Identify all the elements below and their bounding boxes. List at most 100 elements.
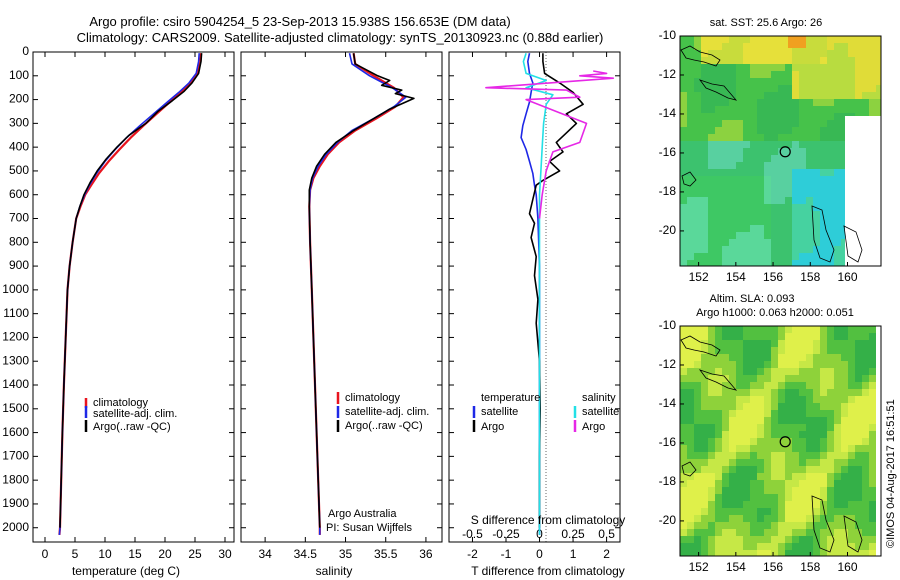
- map-cell: [862, 487, 870, 495]
- map-cell: [722, 113, 730, 121]
- map-cell: [827, 232, 835, 240]
- reef-outline: [843, 515, 863, 553]
- map-cell: [701, 480, 709, 488]
- map-cell: [841, 494, 849, 502]
- map-cell: [827, 246, 835, 254]
- map-cell: [855, 368, 863, 376]
- map-cell: [869, 354, 877, 362]
- map-cell: [708, 57, 716, 65]
- map-cell: [869, 106, 877, 114]
- map-cell: [834, 452, 842, 460]
- map-cell: [729, 36, 737, 44]
- map-cell: [743, 515, 751, 523]
- map-cell: [694, 85, 702, 93]
- map-cell: [715, 543, 723, 551]
- map-cell: [757, 232, 765, 240]
- map-cell: [799, 354, 807, 362]
- map-cell: [771, 368, 779, 376]
- map-cell: [715, 50, 723, 58]
- map-cell: [722, 508, 730, 516]
- map-cell: [785, 71, 793, 79]
- map-cell: [785, 340, 793, 348]
- map-cell: [694, 113, 702, 121]
- map-cell: [869, 459, 877, 467]
- map-cell: [743, 197, 751, 205]
- map-cell: [813, 438, 821, 446]
- map-cell: [694, 550, 702, 556]
- map-cell: [694, 473, 702, 481]
- x-tick-label: 5: [72, 547, 79, 561]
- map-cell: [708, 368, 716, 376]
- map-cell: [708, 232, 716, 240]
- map-cell: [827, 155, 835, 163]
- map-cell: [729, 515, 737, 523]
- map-cell: [876, 78, 881, 86]
- map-cell: [729, 438, 737, 446]
- salinity-lines: [308, 53, 415, 535]
- map-cell: [715, 57, 723, 65]
- map-cell: [743, 50, 751, 58]
- map-cell: [701, 410, 709, 418]
- map-cell: [743, 155, 751, 163]
- map-cell: [841, 127, 849, 135]
- map-cell: [799, 225, 807, 233]
- map-cell: [869, 452, 877, 460]
- map-cell: [792, 466, 800, 474]
- map-cell: [806, 508, 814, 516]
- map-cell: [701, 253, 709, 261]
- map-cell: [792, 64, 800, 72]
- map-cell: [778, 340, 786, 348]
- map-cell: [869, 529, 877, 537]
- map-cell: [757, 134, 765, 142]
- map-cell: [687, 410, 695, 418]
- map-cell: [743, 382, 751, 390]
- map-cell: [799, 396, 807, 404]
- map-cell: [736, 85, 744, 93]
- map-cell: [834, 246, 842, 254]
- map-cell: [701, 134, 709, 142]
- map-cell: [757, 169, 765, 177]
- y-tick-label: 1400: [2, 377, 29, 391]
- map-cell: [827, 204, 835, 212]
- map-cell: [694, 515, 702, 523]
- map-cell: [827, 417, 835, 425]
- map-cell: [841, 522, 849, 530]
- map-cell: [778, 326, 786, 334]
- map-cell: [806, 162, 814, 170]
- sst-map-panel: sat. SST: 25.6 Argo: 26 152 154 156 158 160 …: [659, 17, 882, 284]
- map-cell: [792, 78, 800, 86]
- map-cell: [687, 260, 695, 266]
- map-cell: [736, 396, 744, 404]
- legend-climatology-label: climatology: [93, 397, 149, 409]
- map-cell: [736, 431, 744, 439]
- map-cell: [757, 550, 765, 556]
- y-tick-label: -12: [659, 357, 677, 371]
- map-cell: [813, 354, 821, 362]
- map-cell: [855, 529, 863, 537]
- map-cell: [813, 218, 821, 226]
- map-cell: [694, 543, 702, 551]
- map-cell: [778, 410, 786, 418]
- map-cell: [694, 36, 702, 44]
- map-cell: [771, 253, 779, 261]
- map-cell: [715, 92, 723, 100]
- map-cell: [680, 424, 688, 432]
- map-cell: [701, 239, 709, 247]
- map-cell: [778, 473, 786, 481]
- map-cell: [729, 333, 737, 341]
- map-cell: [708, 396, 716, 404]
- map-cell: [743, 480, 751, 488]
- map-cell: [820, 134, 828, 142]
- map-cell: [799, 347, 807, 355]
- map-cell: [848, 536, 856, 544]
- map-cell: [827, 71, 835, 79]
- map-cell: [687, 452, 695, 460]
- map-cell: [764, 155, 772, 163]
- map-cell: [799, 333, 807, 341]
- map-cell: [715, 197, 723, 205]
- map-cell: [743, 64, 751, 72]
- map-cell: [848, 85, 856, 93]
- map-cell: [736, 487, 744, 495]
- map-cell: [687, 253, 695, 261]
- map-cell: [862, 550, 870, 556]
